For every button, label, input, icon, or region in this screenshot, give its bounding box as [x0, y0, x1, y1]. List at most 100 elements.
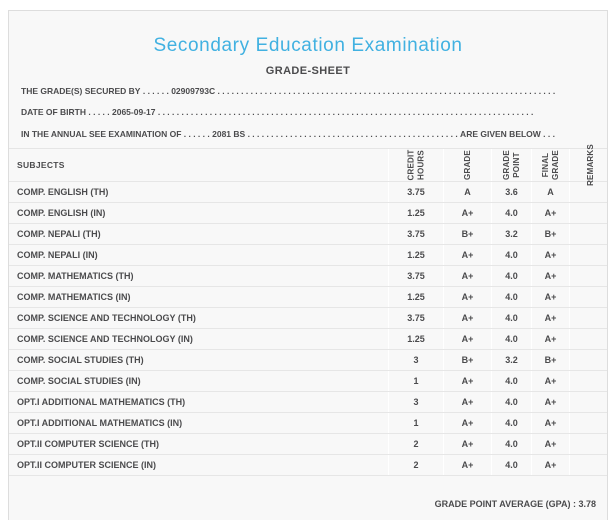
secured-by-filler: . . . . . . . . . . . . . . . . . . . . … — [217, 85, 555, 96]
subject-cell: COMP. NEPALI (TH) — [17, 228, 101, 239]
grade-point-cell: 4.0 — [491, 454, 531, 475]
remarks-cell — [569, 433, 607, 454]
secured-by-label: THE GRADE(S) SECURED BY — [21, 85, 141, 96]
table-row: COMP. MATHEMATICS (IN) 1.25 A+ 4.0 A+ — [9, 286, 607, 308]
col-header-final-grade: FINAL GRADE — [531, 148, 569, 181]
credit-hours-cell: 3.75 — [388, 265, 443, 286]
grade-cell: A+ — [443, 433, 491, 454]
credit-hours-cell: 3 — [388, 349, 443, 370]
date-of-birth-dots: . . . . . — [86, 107, 112, 118]
meta-section: THE GRADE(S) SECURED BY . . . . . . 0290… — [21, 80, 555, 145]
credit-hours-cell: 3.75 — [388, 223, 443, 244]
date-of-birth-filler: . . . . . . . . . . . . . . . . . . . . … — [155, 107, 534, 118]
table-row: OPT.II COMPUTER SCIENCE (TH) 2 A+ 4.0 A+ — [9, 433, 607, 455]
grade-point-cell: 4.0 — [491, 370, 531, 391]
col-header-subjects: SUBJECTS — [17, 159, 65, 170]
credit-hours-cell: 1.25 — [388, 286, 443, 307]
final-grade-header-label: FINAL GRADE — [540, 149, 560, 180]
subject-cell: COMP. SOCIAL STUDIES (TH) — [17, 354, 144, 365]
remarks-cell — [569, 454, 607, 475]
grade-cell: A+ — [443, 244, 491, 265]
grade-point-cell: 4.0 — [491, 328, 531, 349]
subject-cell: COMP. MATHEMATICS (TH) — [17, 270, 134, 281]
grade-point-cell: 4.0 — [491, 391, 531, 412]
credit-hours-header-label: CREDIT HOURS — [405, 149, 425, 180]
final-grade-cell: A+ — [531, 391, 569, 412]
meta-line-examination: IN THE ANNUAL SEE EXAMINATION OF . . . .… — [21, 123, 555, 145]
secured-by-value: 02909793C — [171, 85, 216, 96]
final-grade-cell: A+ — [531, 328, 569, 349]
table-row: OPT.I ADDITIONAL MATHEMATICS (IN) 1 A+ 4… — [9, 412, 607, 434]
grade-point-cell: 4.0 — [491, 265, 531, 286]
examination-dots: . . . . . . — [181, 128, 213, 139]
grade-cell: A+ — [443, 391, 491, 412]
subject-cell: COMP. ENGLISH (IN) — [17, 207, 106, 218]
table-row: COMP. SOCIAL STUDIES (TH) 3 B+ 3.2 B+ — [9, 349, 607, 371]
gpa-value: 3.78 — [578, 498, 596, 509]
credit-hours-cell: 1.25 — [388, 244, 443, 265]
grade-cell: A+ — [443, 265, 491, 286]
remarks-cell — [569, 223, 607, 244]
credit-hours-cell: 3.75 — [388, 181, 443, 202]
examination-value: 2081 BS — [212, 128, 246, 139]
credit-hours-cell: 1 — [388, 412, 443, 433]
table-row: COMP. NEPALI (IN) 1.25 A+ 4.0 A+ — [9, 244, 607, 266]
subject-cell: COMP. NEPALI (IN) — [17, 249, 98, 260]
final-grade-cell: A+ — [531, 370, 569, 391]
remarks-cell — [569, 181, 607, 202]
grade-point-cell: 4.0 — [491, 433, 531, 454]
credit-hours-cell: 1.25 — [388, 202, 443, 223]
credit-hours-cell: 3 — [388, 391, 443, 412]
grade-point-cell: 3.6 — [491, 181, 531, 202]
credit-hours-cell: 3.75 — [388, 307, 443, 328]
remarks-cell — [569, 244, 607, 265]
credit-hours-cell: 2 — [388, 433, 443, 454]
subject-cell: OPT.I ADDITIONAL MATHEMATICS (TH) — [17, 396, 186, 407]
grade-sheet-card: Secondary Education Examination GRADE-SH… — [8, 10, 608, 520]
grades-table: SUBJECTS CREDIT HOURS GRADE GRADE POINT … — [9, 144, 607, 476]
credit-hours-cell: 2 — [388, 454, 443, 475]
final-grade-cell: A — [531, 181, 569, 202]
final-grade-cell: B+ — [531, 223, 569, 244]
grade-cell: A+ — [443, 454, 491, 475]
subject-cell: COMP. SCIENCE AND TECHNOLOGY (IN) — [17, 333, 193, 344]
grade-cell: A+ — [443, 370, 491, 391]
table-row: COMP. SOCIAL STUDIES (IN) 1 A+ 4.0 A+ — [9, 370, 607, 392]
credit-hours-cell: 1 — [388, 370, 443, 391]
final-grade-cell: A+ — [531, 286, 569, 307]
subject-cell: OPT.I ADDITIONAL MATHEMATICS (IN) — [17, 417, 183, 428]
grade-point-cell: 4.0 — [491, 307, 531, 328]
remarks-cell — [569, 265, 607, 286]
col-header-remarks: REMARKS — [569, 144, 612, 185]
grade-point-cell: 3.2 — [491, 349, 531, 370]
remarks-cell — [569, 391, 607, 412]
remarks-cell — [569, 328, 607, 349]
subject-cell: COMP. MATHEMATICS (IN) — [17, 291, 131, 302]
subject-cell: OPT.II COMPUTER SCIENCE (TH) — [17, 438, 160, 449]
table-row: COMP. ENGLISH (IN) 1.25 A+ 4.0 A+ — [9, 202, 607, 224]
final-grade-cell: A+ — [531, 307, 569, 328]
grade-point-cell: 3.2 — [491, 223, 531, 244]
final-grade-cell: A+ — [531, 412, 569, 433]
table-row: OPT.I ADDITIONAL MATHEMATICS (TH) 3 A+ 4… — [9, 391, 607, 413]
final-grade-cell: A+ — [531, 244, 569, 265]
grade-header-label: GRADE — [462, 149, 472, 180]
col-header-credit-hours: CREDIT HOURS — [388, 148, 443, 181]
date-of-birth-label: DATE OF BIRTH — [21, 107, 87, 118]
col-header-grade-point: GRADE POINT — [491, 148, 531, 181]
grade-cell: A+ — [443, 202, 491, 223]
grade-point-header-label: GRADE POINT — [501, 149, 521, 180]
meta-line-secured-by: THE GRADE(S) SECURED BY . . . . . . 0290… — [21, 80, 555, 102]
date-of-birth-value: 2065-09-17 — [112, 107, 156, 118]
grade-point-cell: 4.0 — [491, 202, 531, 223]
credit-hours-cell: 1.25 — [388, 328, 443, 349]
subject-cell: COMP. SOCIAL STUDIES (IN) — [17, 375, 141, 386]
final-grade-cell: A+ — [531, 433, 569, 454]
subject-cell: COMP. ENGLISH (TH) — [17, 186, 109, 197]
gpa-label: GRADE POINT AVERAGE (GPA) : — [434, 498, 576, 509]
grade-point-cell: 4.0 — [491, 286, 531, 307]
final-grade-cell: A+ — [531, 454, 569, 475]
subject-cell: COMP. SCIENCE AND TECHNOLOGY (TH) — [17, 312, 196, 323]
page-title: Secondary Education Examination — [153, 35, 463, 56]
grade-cell: A+ — [443, 307, 491, 328]
